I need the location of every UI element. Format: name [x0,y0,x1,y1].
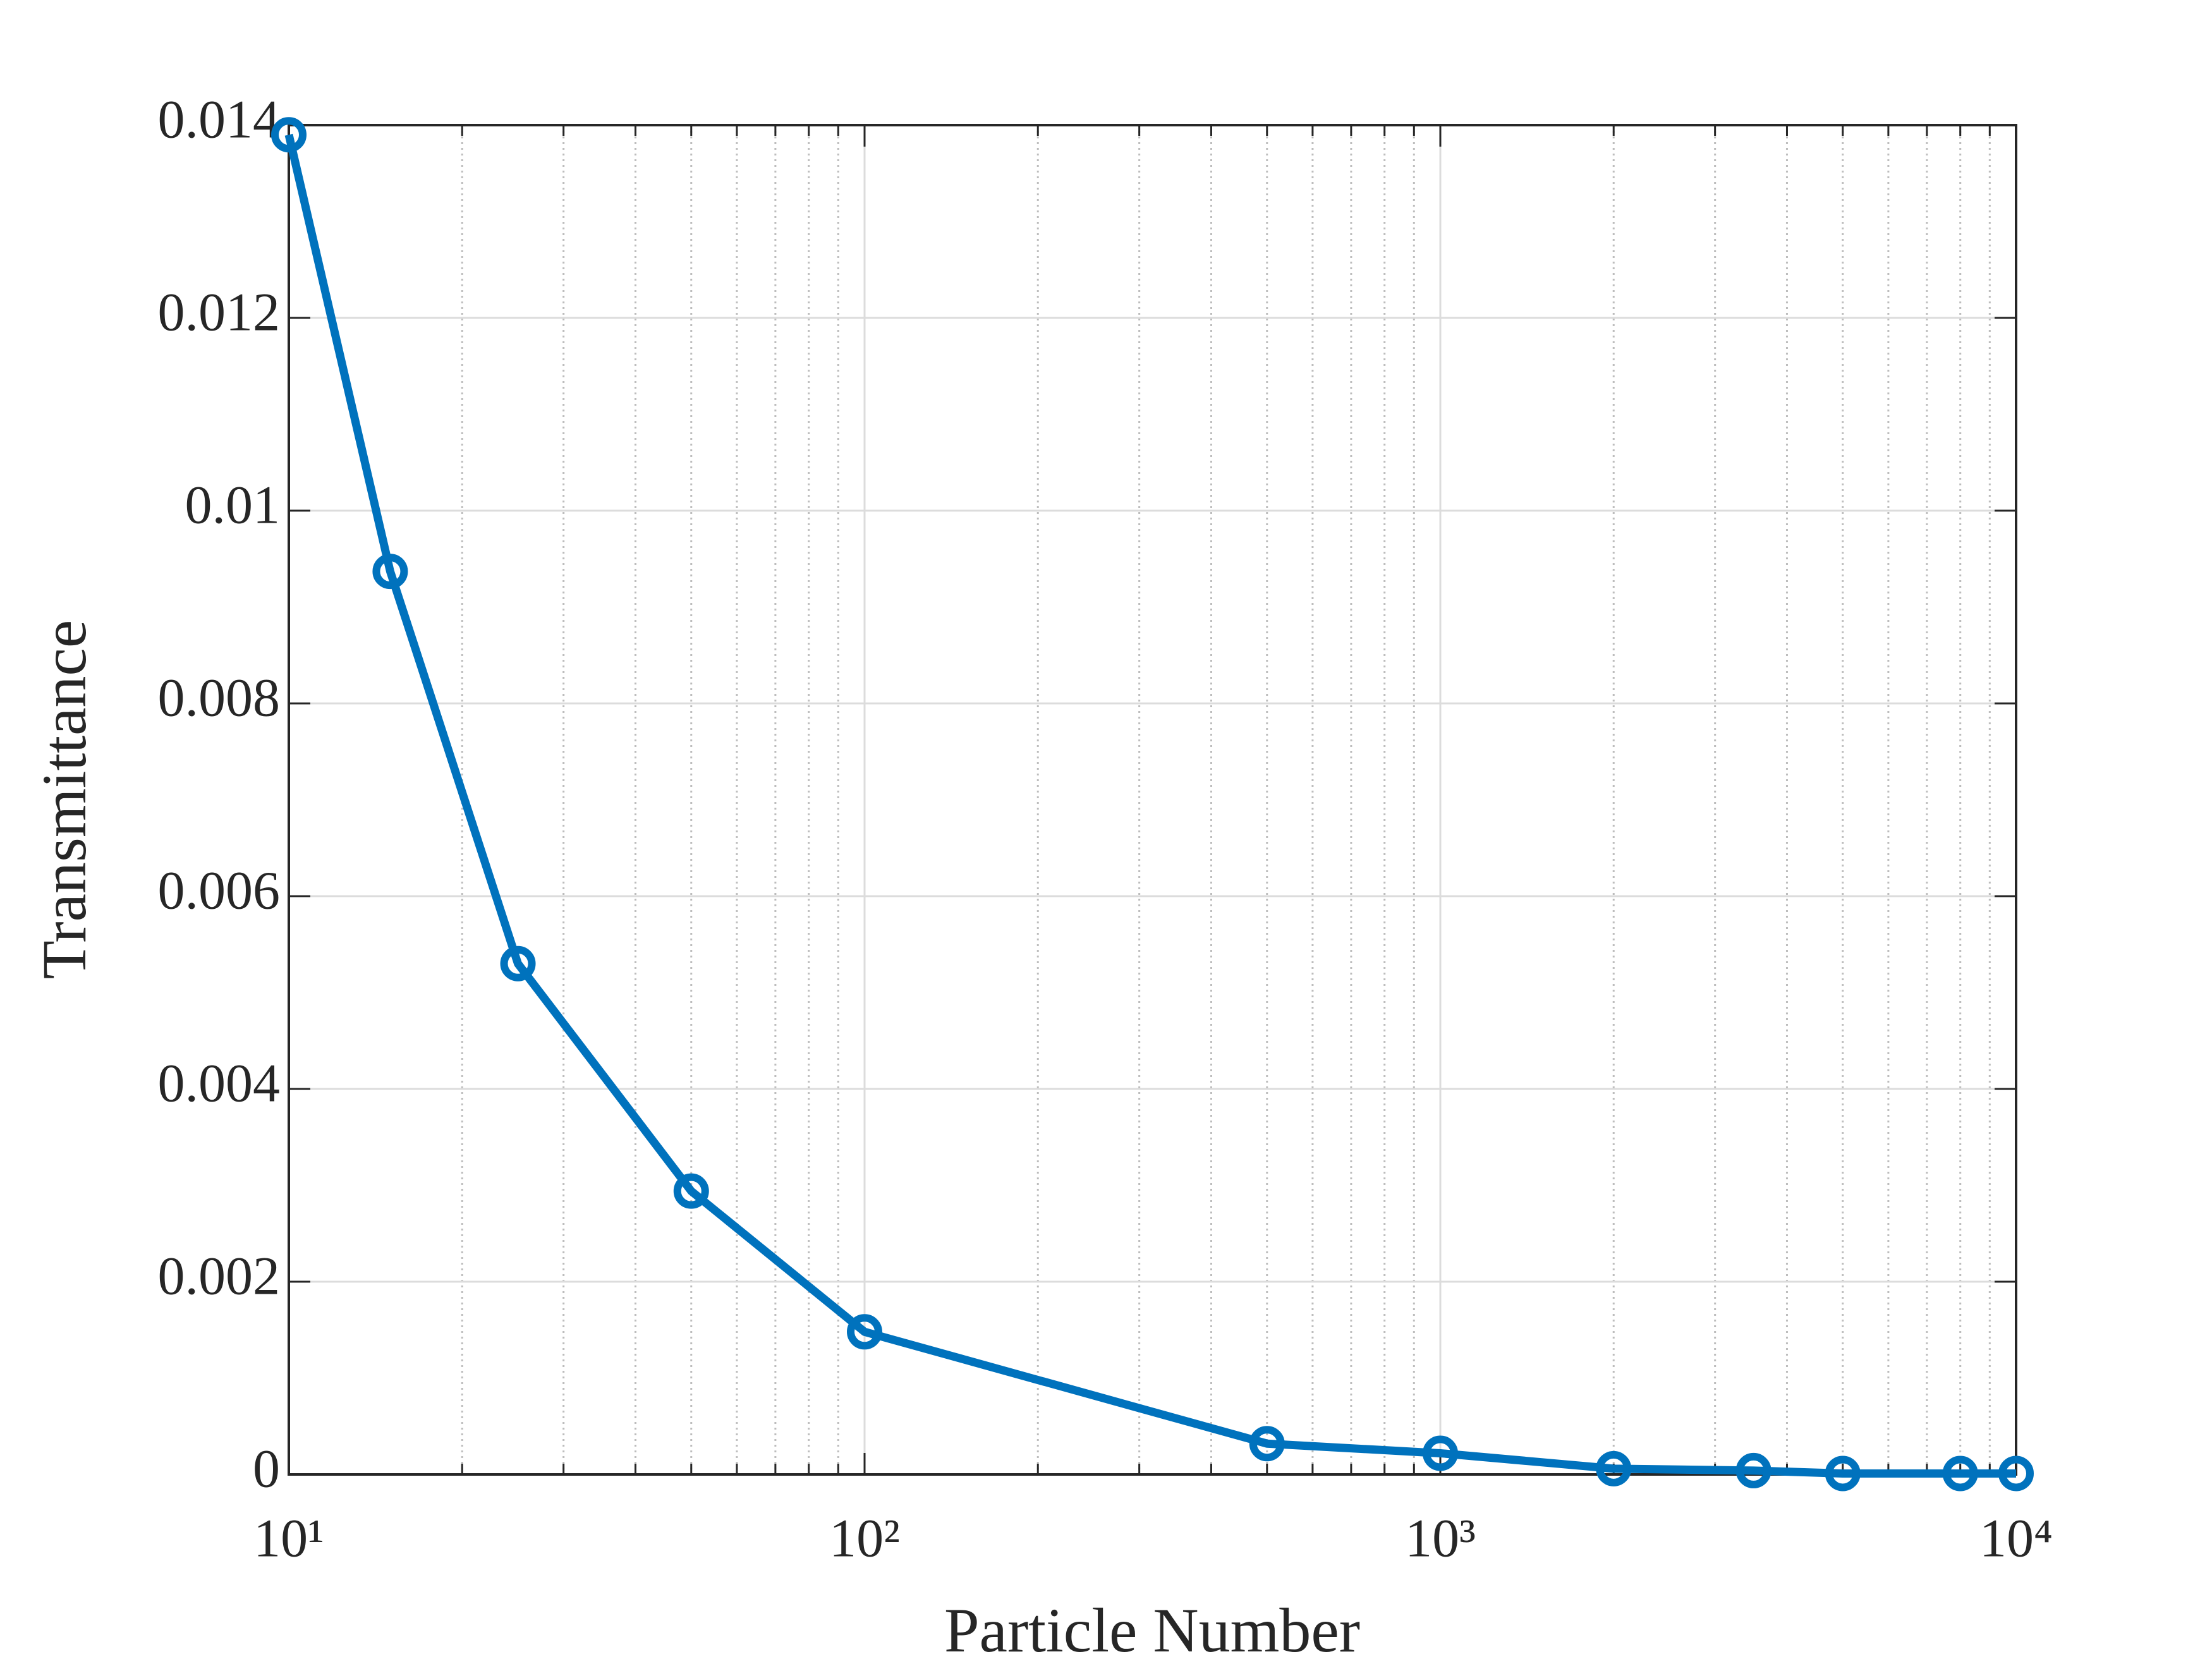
marker [1998,1455,2034,1492]
marker [847,1314,882,1350]
x-tick-label: 10² [829,1508,900,1569]
y-tick-label: 0.002 [158,1246,281,1306]
marker [271,117,307,153]
y-tick-label: 0.014 [158,89,281,150]
y-tick-label: 0.01 [185,475,281,535]
marker [673,1173,709,1209]
y-tick-label: 0 [253,1438,280,1499]
marker [1423,1435,1458,1471]
x-tick-label: 10⁴ [1979,1508,2053,1569]
y-tick-label: 0.004 [158,1053,281,1114]
x-tick-label: 10³ [1405,1508,1476,1569]
marker [1596,1450,1632,1486]
plot-frame [288,124,2017,1476]
y-axis-label: Transmittance [29,620,99,979]
marker [372,554,408,590]
y-tick-label: 0.008 [158,667,281,728]
y-tick-label: 0.006 [158,860,281,921]
marker [500,945,536,981]
y-tick-label: 0.012 [158,282,281,343]
x-tick-label: 10¹ [253,1508,324,1569]
series-line [284,133,2016,1478]
marker [1825,1455,1861,1492]
x-axis-label: Particle Number [944,1595,1360,1659]
marker [1942,1455,1978,1492]
marker [1735,1452,1771,1488]
marker [1249,1426,1285,1462]
